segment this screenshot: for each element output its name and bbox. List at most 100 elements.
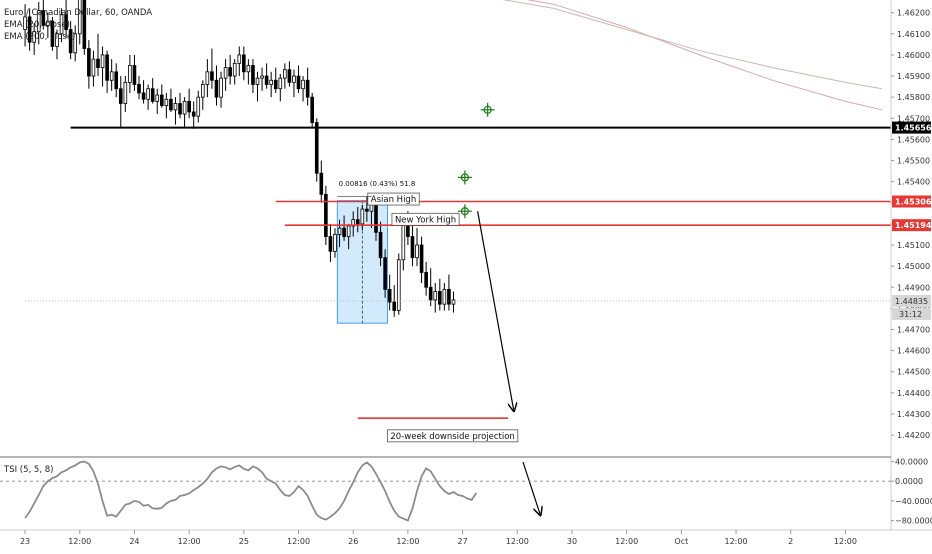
asian-high-box: [367, 192, 420, 206]
candle-body: [433, 291, 438, 301]
candle-body: [310, 96, 315, 123]
candle-body: [200, 84, 205, 98]
projection-box: [386, 429, 519, 443]
price-tick-label: 1.44500: [897, 368, 930, 377]
candle-body: [319, 172, 324, 195]
candle-body: [96, 58, 100, 68]
candle-body: [383, 257, 387, 290]
candle-body: [32, 31, 36, 43]
time-tick-label: 12:00: [287, 537, 310, 546]
last-price-tag-bg: [892, 294, 931, 307]
candle-body: [428, 286, 433, 301]
candle-body: [333, 234, 337, 252]
candle-body: [50, 20, 55, 47]
candle-body: [351, 219, 356, 227]
candle-body: [324, 193, 328, 237]
projection-arrow: [477, 211, 514, 410]
candle-body: [246, 65, 251, 73]
candle-body: [123, 81, 128, 104]
candle-body: [273, 79, 278, 90]
candle-body: [191, 111, 196, 117]
projection-label: 20-week downside projection: [390, 432, 514, 442]
candle-body: [82, 0, 87, 49]
price-tag-bg: [892, 121, 931, 134]
ema-20-legend: EMA (20, close): [4, 20, 70, 30]
time-tick-label: 26: [348, 537, 358, 546]
candle-body: [173, 103, 178, 111]
target-icon: [457, 204, 472, 219]
price-tick-label: 1.46000: [897, 51, 930, 60]
price-tick-label: 1.44700: [897, 325, 930, 334]
candle-body: [55, 33, 59, 47]
candle-body: [87, 48, 91, 77]
price-axis[interactable]: 1.46200 1.46100 1.46000 1.45900 1.45800 1.457…: [890, 0, 932, 530]
arrow-layer: [457, 102, 540, 514]
tsi-ticks: 40.0000 0.0000 −40.0000 −80.0000: [891, 457, 932, 526]
candle-body: [187, 100, 191, 113]
target-icon: [457, 170, 472, 185]
candle-body: [141, 92, 146, 100]
candle-body: [27, 16, 32, 43]
candle-body: [182, 100, 187, 115]
new-york-high-box: [391, 212, 460, 226]
candle-body: [374, 204, 378, 233]
candle-body: [41, 10, 46, 26]
target-icon: [480, 102, 495, 117]
candle-body: [355, 219, 360, 225]
candle-body: [415, 244, 419, 259]
candle-body: [442, 288, 447, 305]
ema-layer: [502, 0, 883, 111]
tsi-line: [24, 460, 478, 522]
tsi-tick-label: −80.0000: [895, 517, 932, 526]
time-axis[interactable]: 23 12:00 24 12:00 25 12:00 26 12:00 27 12:00 30 12:…: [0, 529, 932, 546]
candle-body: [251, 65, 255, 85]
candle-body: [365, 208, 369, 212]
time-tick-label: 23: [20, 537, 30, 546]
candle-body: [132, 65, 137, 85]
price-tag-label: 1.45194: [895, 221, 932, 230]
candle-body: [424, 272, 428, 288]
price-tick-label: 1.45400: [897, 178, 930, 187]
candle-body: [159, 94, 164, 107]
candle-body: [278, 77, 283, 90]
candle-body: [301, 79, 305, 90]
countdown-bg: [892, 307, 931, 320]
time-tick-label: Oct: [674, 537, 688, 546]
main-pane[interactable]: 0.00816 (0.43%) 51.8 Asian High New York…: [23, 0, 891, 514]
price-tick-label: 1.45100: [897, 241, 930, 250]
candles-layer: [23, 0, 456, 317]
candle-body: [346, 225, 351, 237]
candle-body: [169, 98, 173, 111]
candle-body: [219, 77, 223, 98]
price-tick-label: 1.45800: [897, 93, 930, 102]
time-tick-label: 12:00: [615, 537, 638, 546]
candle-body: [150, 88, 155, 102]
candle-body: [378, 231, 383, 259]
tsi-pane[interactable]: TSI (5, 5, 8) 40.0000 0.0000 −40.0000 −80.0…: [0, 457, 932, 526]
candle-body: [36, 10, 41, 33]
candle-body: [59, 14, 64, 35]
candle-body: [214, 79, 219, 98]
ema-200-line: [526, 0, 883, 111]
candle-body: [210, 71, 214, 81]
candle-body: [118, 88, 123, 104]
candle-body: [387, 288, 392, 303]
new-york-high-label: New York High: [395, 215, 456, 225]
candle-body: [242, 54, 246, 73]
price-tags: 1.45656 1.45306 1.45194 1.44835 31:12: [892, 121, 932, 320]
candle-body: [137, 84, 141, 94]
candle-body: [369, 204, 374, 212]
time-tick-label: 12:00: [725, 537, 748, 546]
time-ticks: 23 12:00 24 12:00 25 12:00 26 12:00 27 12:00 30 12:…: [20, 530, 857, 546]
legend: Euro / Canadian Dollar, 60, OANDA EMA (2…: [4, 8, 152, 42]
candle-body: [155, 94, 160, 102]
price-tag-label: 1.45656: [895, 124, 932, 133]
candle-body: [196, 96, 201, 117]
candle-body: [46, 20, 50, 26]
candle-body: [128, 65, 132, 83]
candle-body: [264, 75, 269, 85]
last-price-label: 1.44835: [895, 297, 928, 306]
